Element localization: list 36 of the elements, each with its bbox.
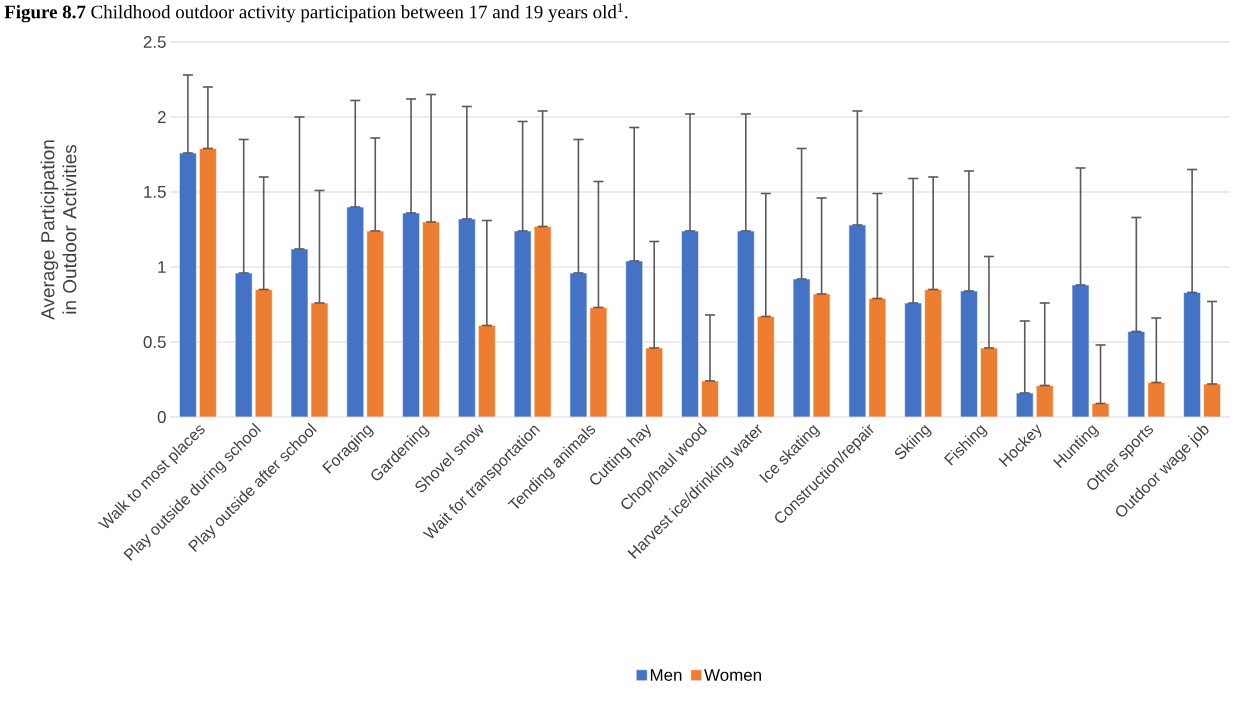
bar [960, 290, 978, 417]
bar [625, 260, 644, 417]
bar [701, 380, 719, 417]
bar [346, 206, 365, 417]
bar [681, 230, 699, 417]
y-tick-label: 2.5 [143, 35, 166, 48]
bar [478, 325, 496, 417]
y-tick-label: 1.5 [144, 186, 166, 198]
bar [645, 347, 664, 417]
bar [1183, 292, 1201, 417]
bar [199, 148, 217, 417]
bar [458, 218, 476, 417]
bar [402, 212, 420, 417]
chart-title: Figure 8.7 Childhood outdoor activity participation between 17 and 19 years old$^{1}$. [4, 3, 628, 23]
bar [1127, 331, 1146, 417]
bar [366, 230, 385, 417]
legend-label: Men [650, 669, 682, 681]
bar [980, 347, 998, 417]
y-tick-label: 1 [158, 261, 166, 273]
legend-label: Women [704, 669, 761, 681]
y-tick-label: 0 [157, 410, 166, 423]
bar [254, 289, 273, 417]
bar [757, 316, 775, 417]
bar [1147, 382, 1166, 417]
bar [1015, 392, 1034, 417]
y-axis-title: Average Participation in Outdoor Activities [40, 140, 77, 320]
y-tick-label: 0.5 [143, 335, 166, 348]
bar [1035, 385, 1054, 417]
bar [737, 230, 755, 417]
bar [924, 289, 942, 417]
bar [1203, 383, 1221, 417]
bar [904, 302, 922, 417]
y-tick-label: 2 [157, 111, 166, 123]
bar [179, 152, 197, 417]
bar [422, 221, 440, 417]
bar [234, 272, 253, 417]
